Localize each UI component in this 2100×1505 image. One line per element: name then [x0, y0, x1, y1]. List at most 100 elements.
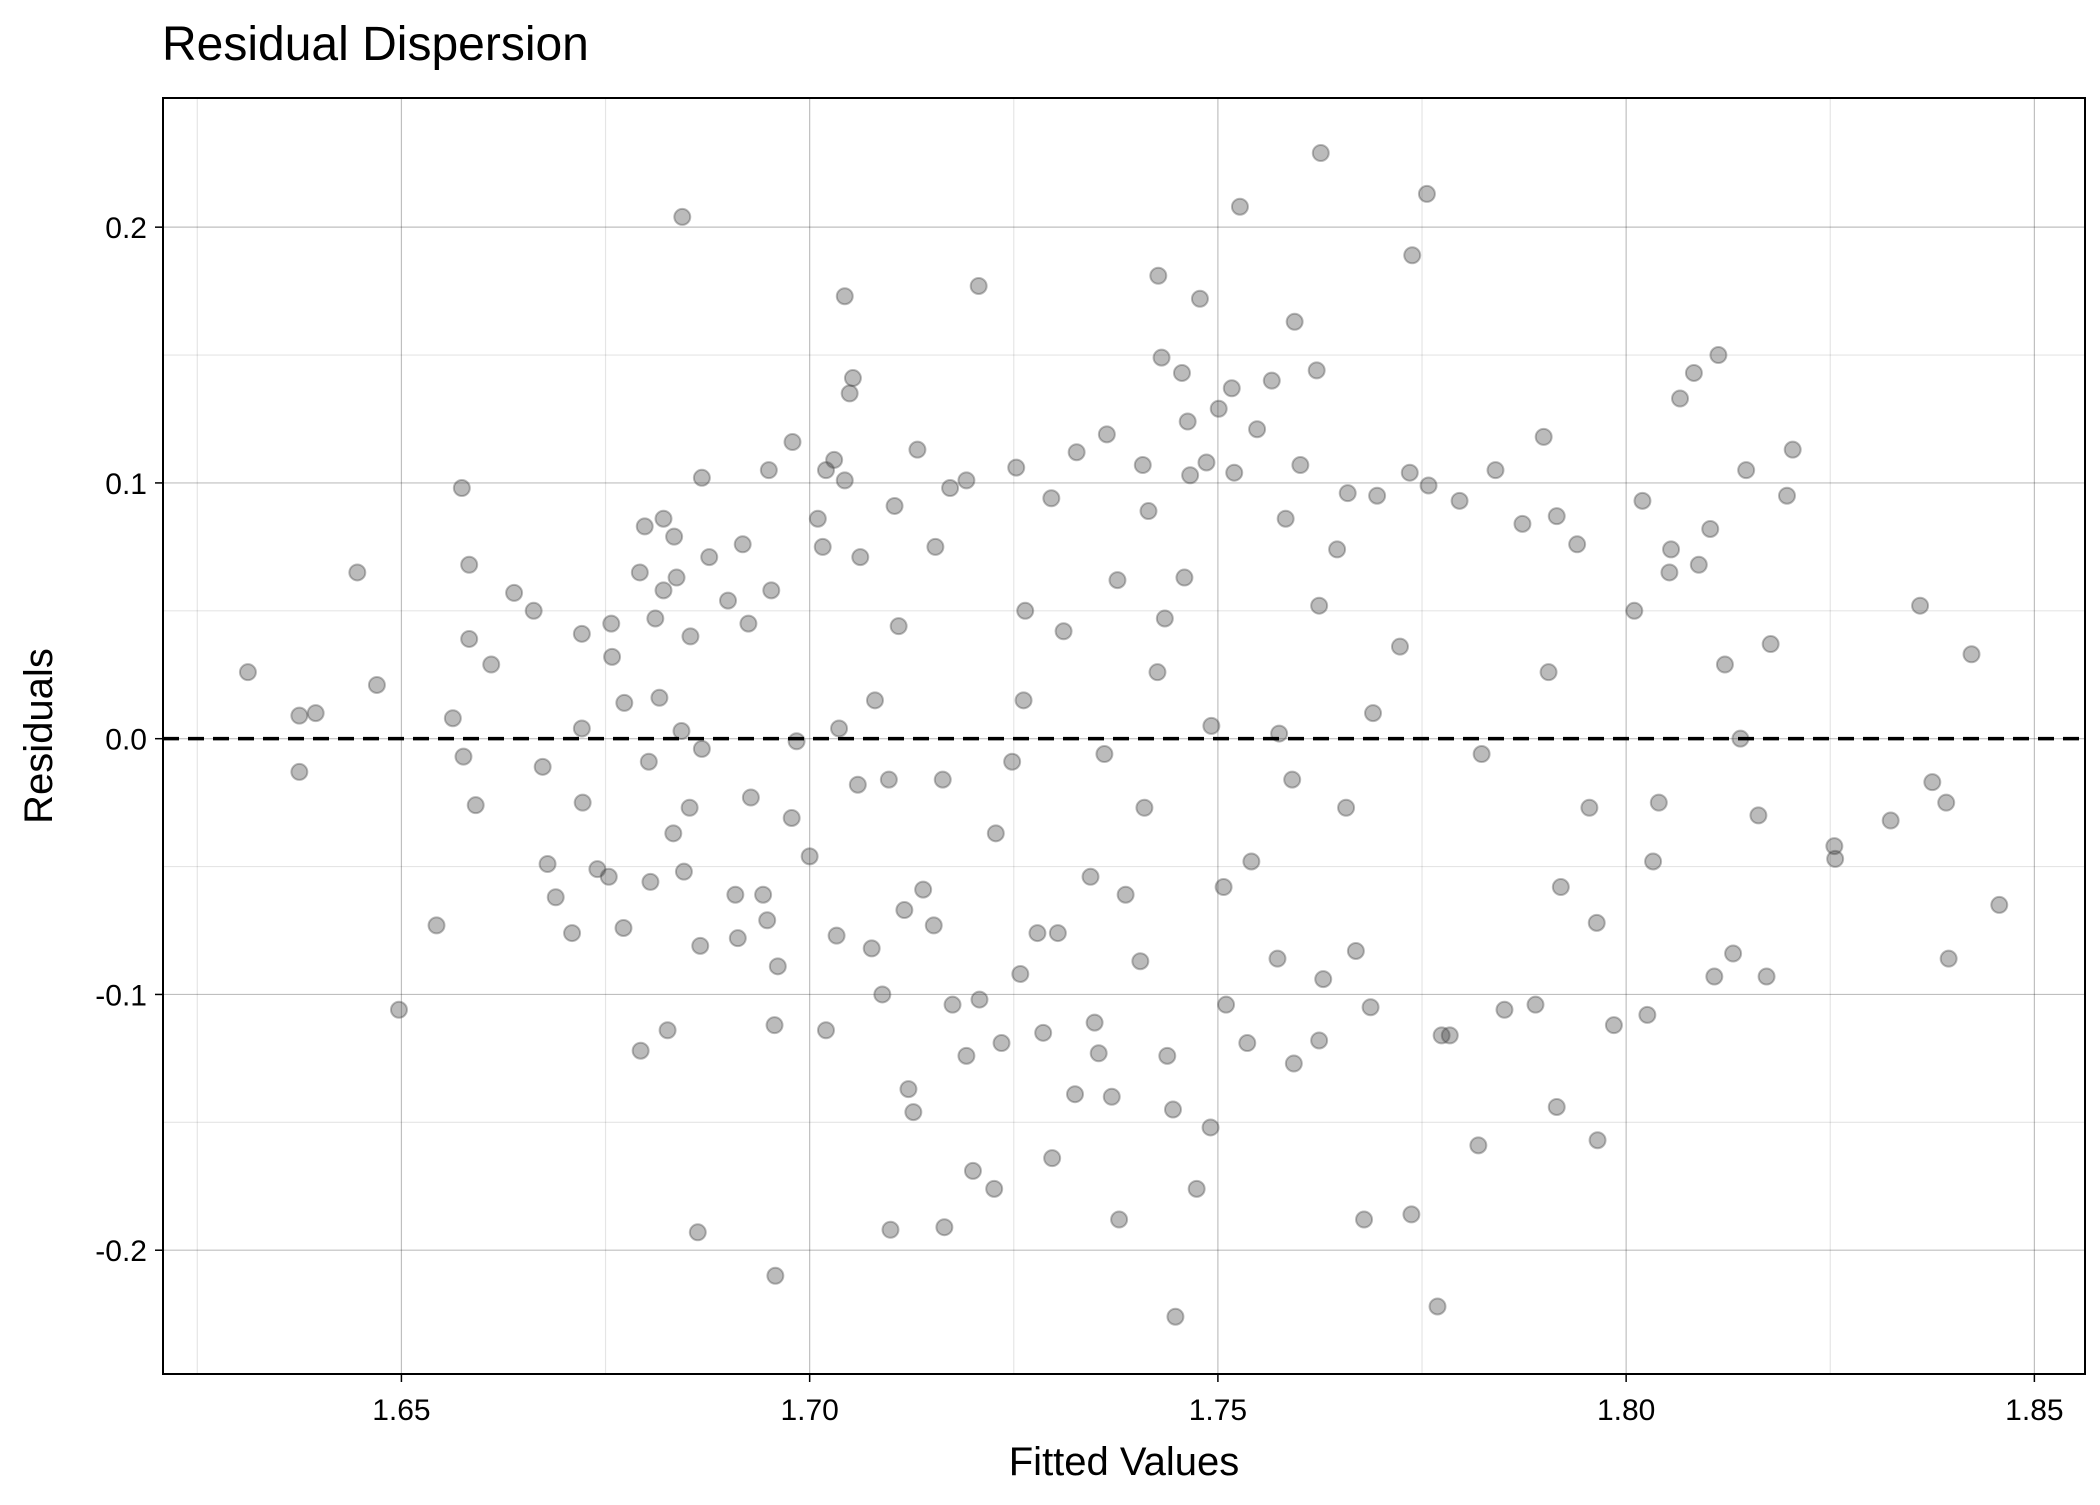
- point: [658, 1021, 677, 1040]
- point: [546, 888, 565, 907]
- point: [728, 929, 747, 948]
- point: [1262, 371, 1281, 390]
- point: [1276, 509, 1295, 528]
- point: [1881, 811, 1900, 830]
- point: [1338, 484, 1357, 503]
- point: [1314, 970, 1333, 989]
- point: [1633, 491, 1652, 510]
- point: [1217, 995, 1236, 1014]
- point: [1638, 1005, 1657, 1024]
- y-tick-label: -0.2: [95, 1235, 147, 1268]
- point: [1225, 463, 1244, 482]
- point: [1158, 1046, 1177, 1065]
- point: [830, 719, 849, 738]
- point: [914, 880, 933, 899]
- point: [466, 796, 485, 815]
- point: [1355, 1210, 1374, 1229]
- point: [700, 548, 719, 567]
- point: [895, 901, 914, 920]
- point: [1649, 793, 1668, 812]
- y-tick-label: 0.0: [105, 724, 147, 757]
- point: [759, 461, 778, 480]
- point: [641, 872, 660, 891]
- point: [1097, 425, 1116, 444]
- point: [827, 926, 846, 945]
- point: [1390, 637, 1409, 656]
- point: [650, 688, 669, 707]
- point: [306, 704, 325, 723]
- point: [665, 527, 684, 546]
- point: [427, 916, 446, 935]
- point: [1403, 246, 1422, 265]
- point: [1148, 663, 1167, 682]
- point: [899, 1080, 918, 1099]
- point: [1737, 461, 1756, 480]
- point: [835, 287, 854, 306]
- x-tick-label: 1.80: [1597, 1394, 1655, 1427]
- point: [1011, 964, 1030, 983]
- point: [1214, 878, 1233, 897]
- point: [1284, 1054, 1303, 1073]
- point: [290, 762, 309, 781]
- point: [1337, 798, 1356, 817]
- point: [879, 770, 898, 789]
- point: [840, 384, 859, 403]
- point: [1149, 266, 1168, 285]
- point: [1428, 1297, 1447, 1316]
- point: [758, 911, 777, 930]
- point: [1450, 491, 1469, 510]
- point: [460, 629, 479, 648]
- point: [1197, 453, 1216, 472]
- x-tick-label: 1.65: [372, 1394, 430, 1427]
- point: [367, 675, 386, 694]
- point: [688, 1223, 707, 1242]
- point: [667, 568, 686, 587]
- point: [1085, 1013, 1104, 1032]
- point: [768, 957, 787, 976]
- point: [1230, 197, 1249, 216]
- point: [941, 479, 960, 498]
- point: [1604, 1016, 1623, 1035]
- point: [1911, 596, 1930, 615]
- point: [963, 1161, 982, 1180]
- point: [1368, 486, 1387, 505]
- point: [1495, 1000, 1514, 1019]
- point: [1131, 952, 1150, 971]
- point: [1547, 1097, 1566, 1116]
- point: [631, 1041, 650, 1060]
- point: [1048, 924, 1067, 943]
- point: [1962, 645, 1981, 664]
- point: [835, 471, 854, 490]
- point: [1202, 716, 1221, 735]
- point: [1937, 793, 1956, 812]
- point: [1311, 143, 1330, 162]
- point: [1534, 427, 1553, 446]
- chart-title: Residual Dispersion: [162, 18, 589, 71]
- point: [1172, 363, 1191, 382]
- point: [482, 655, 501, 674]
- point: [1346, 941, 1365, 960]
- point: [1034, 1023, 1053, 1042]
- point: [1568, 535, 1587, 554]
- point: [389, 1000, 408, 1019]
- point: [1580, 798, 1599, 817]
- point: [1307, 361, 1326, 380]
- point: [1003, 752, 1022, 771]
- point: [1222, 379, 1241, 398]
- point: [1268, 949, 1287, 968]
- point: [1007, 458, 1026, 477]
- point: [1291, 456, 1310, 475]
- point: [1133, 456, 1152, 475]
- point: [766, 1266, 785, 1285]
- point: [454, 747, 473, 766]
- point: [1826, 849, 1845, 868]
- point: [1089, 1044, 1108, 1063]
- point: [1705, 967, 1724, 986]
- point: [957, 471, 976, 490]
- point: [873, 985, 892, 1004]
- point: [813, 537, 832, 556]
- point: [572, 719, 591, 738]
- x-tick-label: 1.75: [1189, 1394, 1247, 1427]
